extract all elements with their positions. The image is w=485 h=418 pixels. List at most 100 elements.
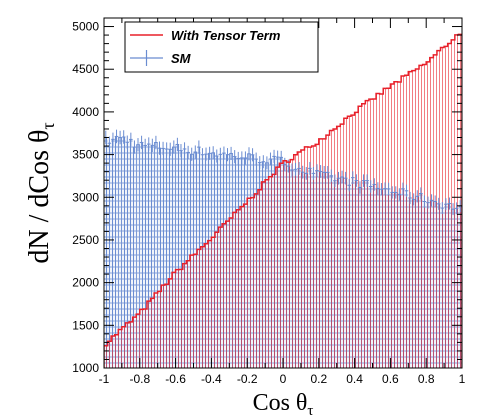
tensor-bar [132, 317, 137, 368]
tensor-bar [268, 176, 273, 368]
tensor-bar [204, 243, 208, 368]
tensor-bar [146, 301, 151, 368]
tensor-bar [168, 278, 173, 368]
tensor-bar [347, 116, 352, 368]
x-tick-label: 0.6 [382, 372, 399, 386]
sm-bar [118, 137, 122, 368]
tensor-bar [386, 88, 391, 368]
y-tick-label: 3000 [72, 190, 99, 204]
tensor-bar [121, 326, 126, 368]
y-tick-label: 4500 [72, 62, 99, 76]
x-tick-label: 0.4 [346, 372, 363, 386]
tensor-bar [257, 189, 262, 368]
legend-tensor-label: With Tensor Term [171, 28, 281, 43]
tensor-bar [182, 263, 187, 368]
sm-bar [182, 148, 187, 368]
tensor-bar [329, 130, 334, 368]
sm-bar [121, 137, 126, 368]
tensor-bar [351, 115, 355, 368]
y-tick-label: 1500 [72, 318, 99, 332]
tensor-bar [232, 212, 237, 368]
y-axis-title: dN / dCos θτ [24, 122, 58, 263]
tensor-bar [200, 246, 205, 368]
tensor-bar [318, 138, 323, 368]
tensor-bar [150, 298, 155, 368]
tensor-bar [365, 100, 369, 368]
tensor-bar [311, 146, 316, 368]
tensor-bar [172, 272, 176, 368]
tensor-bar [304, 146, 309, 368]
tensor-bar [354, 112, 359, 368]
tensor-bar [225, 221, 230, 368]
tensor-bar [415, 69, 420, 368]
y-tick-label: 4000 [72, 105, 99, 119]
tensor-bar [214, 232, 219, 368]
tensor-bar [136, 314, 140, 368]
tensor-bar [193, 254, 198, 368]
tensor-bar [139, 309, 144, 368]
sm-bar [179, 150, 183, 368]
x-tick-label: 1 [459, 372, 466, 386]
tensor-bar [114, 334, 119, 368]
tensor-bar [429, 57, 434, 368]
tensor-bar [154, 292, 158, 368]
sm-bar [157, 148, 162, 368]
tensor-bar [247, 198, 251, 368]
sm-bar [161, 148, 165, 368]
sm-bar [168, 149, 173, 368]
tensor-step-line [104, 33, 462, 368]
tensor-bar [322, 138, 326, 368]
y-tick-label: 3500 [72, 148, 99, 162]
tensor-bar [161, 285, 165, 368]
sm-error-bars [104, 129, 462, 216]
axis-ticks: -1 -0.8 -0.6 -0.4 -0.2 0 0.2 0.4 0.6 0.8 1 1000 1500… [72, 17, 466, 386]
tensor-bar [107, 341, 112, 368]
tensor-bar [408, 71, 412, 368]
sm-bar [125, 142, 130, 368]
tensor-bar [279, 163, 283, 368]
tensor-bar [236, 209, 241, 368]
tensor-bar [297, 152, 301, 368]
tensor-bar [207, 240, 212, 368]
tensor-bar [404, 75, 409, 368]
tensor-bar [261, 181, 266, 368]
tensor-bar [164, 284, 169, 368]
sm-bar [146, 144, 151, 368]
tensor-bar [383, 88, 387, 368]
x-axis-title: Cos θτ [253, 390, 314, 418]
tensor-bar [368, 99, 373, 368]
tensor-bar [157, 291, 162, 368]
tensor-bar [211, 237, 215, 368]
tensor-bar [397, 81, 402, 368]
tensor-bar [250, 197, 255, 368]
tensor-bar [390, 84, 394, 368]
tensor-bar [265, 179, 269, 368]
tensor-bar [175, 269, 180, 368]
x-tick-label: -1 [99, 372, 110, 386]
tensor-bar [272, 174, 276, 368]
tensor-bar [104, 345, 108, 368]
legend-sm-label: SM [171, 51, 192, 66]
tensor-bar [376, 93, 380, 368]
x-tick-label: -0.4 [201, 372, 222, 386]
x-tick-label: -0.6 [165, 372, 186, 386]
tensor-bar [300, 150, 305, 368]
tensor-bar [336, 126, 341, 368]
tensor-bar [186, 260, 190, 368]
tensor-bar [118, 329, 122, 368]
tensor-bar [315, 144, 319, 368]
x-tick-label: 0.8 [418, 372, 435, 386]
tensor-bar [222, 223, 226, 368]
x-tick-label: -0.8 [129, 372, 150, 386]
tensor-bar [372, 98, 377, 368]
sm-bar [136, 144, 140, 368]
sm-bar [175, 144, 180, 368]
sm-bar [132, 147, 137, 368]
tensor-bar [275, 167, 280, 368]
x-tick-label: 0 [280, 372, 287, 386]
sm-bar [172, 147, 176, 368]
tensor-bar [308, 147, 312, 368]
sm-bar [164, 149, 169, 368]
y-tick-label: 2500 [72, 233, 99, 247]
tensor-bar [125, 322, 130, 368]
